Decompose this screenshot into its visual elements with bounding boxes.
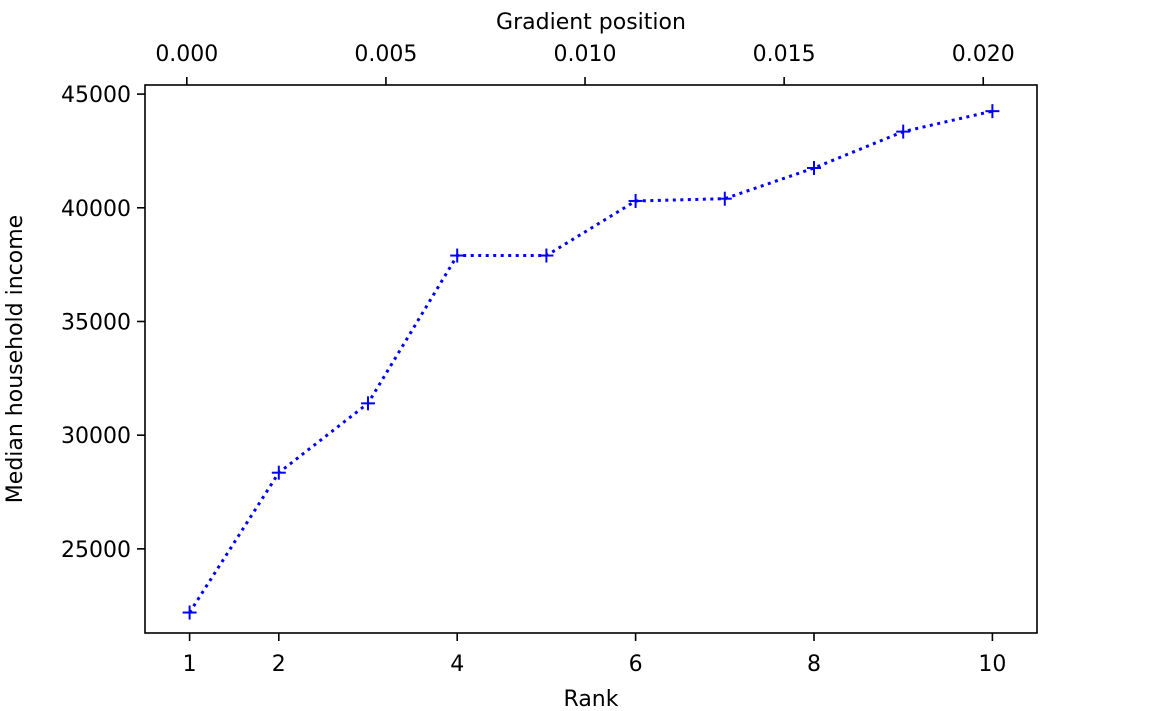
- top-x-tick-label: 0.015: [753, 42, 816, 67]
- x-tick-label: 2: [272, 652, 286, 677]
- data-point-marker: [182, 605, 197, 620]
- data-point-marker: [628, 193, 643, 208]
- y-tick-label: 35000: [61, 310, 131, 335]
- y-tick-label: 40000: [61, 197, 131, 222]
- y-tick-label: 25000: [61, 538, 131, 563]
- top-x-axis-title: Gradient position: [496, 10, 686, 35]
- top-x-tick-label: 0.005: [354, 42, 417, 67]
- data-point-marker: [450, 248, 465, 263]
- x-tick-label: 1: [183, 652, 197, 677]
- data-point-marker: [361, 396, 375, 411]
- data-point-marker: [807, 160, 821, 175]
- top-x-tick-label: 0.010: [554, 42, 617, 67]
- data-point-marker: [271, 465, 286, 480]
- x-tick-label: 10: [978, 652, 1006, 677]
- series-layer: [182, 104, 1000, 620]
- x-axis-title: Rank: [564, 687, 619, 711]
- y-tick-label: 45000: [61, 83, 131, 108]
- data-point-marker: [896, 124, 911, 139]
- data-point-marker: [717, 191, 732, 206]
- x-tick-label: 4: [450, 652, 464, 677]
- plot-area: [145, 85, 1037, 633]
- data-point-marker: [539, 248, 554, 263]
- top-x-tick-label: 0.000: [155, 42, 218, 67]
- plot-frame: [144, 84, 1038, 634]
- x-tick-label: 8: [807, 652, 821, 677]
- series-line: [188, 109, 993, 614]
- top-x-tick-label: 0.020: [952, 42, 1015, 67]
- y-axis-title: Median household income: [3, 215, 28, 503]
- data-point-marker: [985, 104, 1000, 119]
- y-tick-label: 30000: [61, 424, 131, 449]
- x-tick-label: 6: [629, 652, 643, 677]
- axis-layer: 1 2 4 6 8 10 25000 30000 35000 40000 45000 0.000 0.0…: [61, 42, 1015, 677]
